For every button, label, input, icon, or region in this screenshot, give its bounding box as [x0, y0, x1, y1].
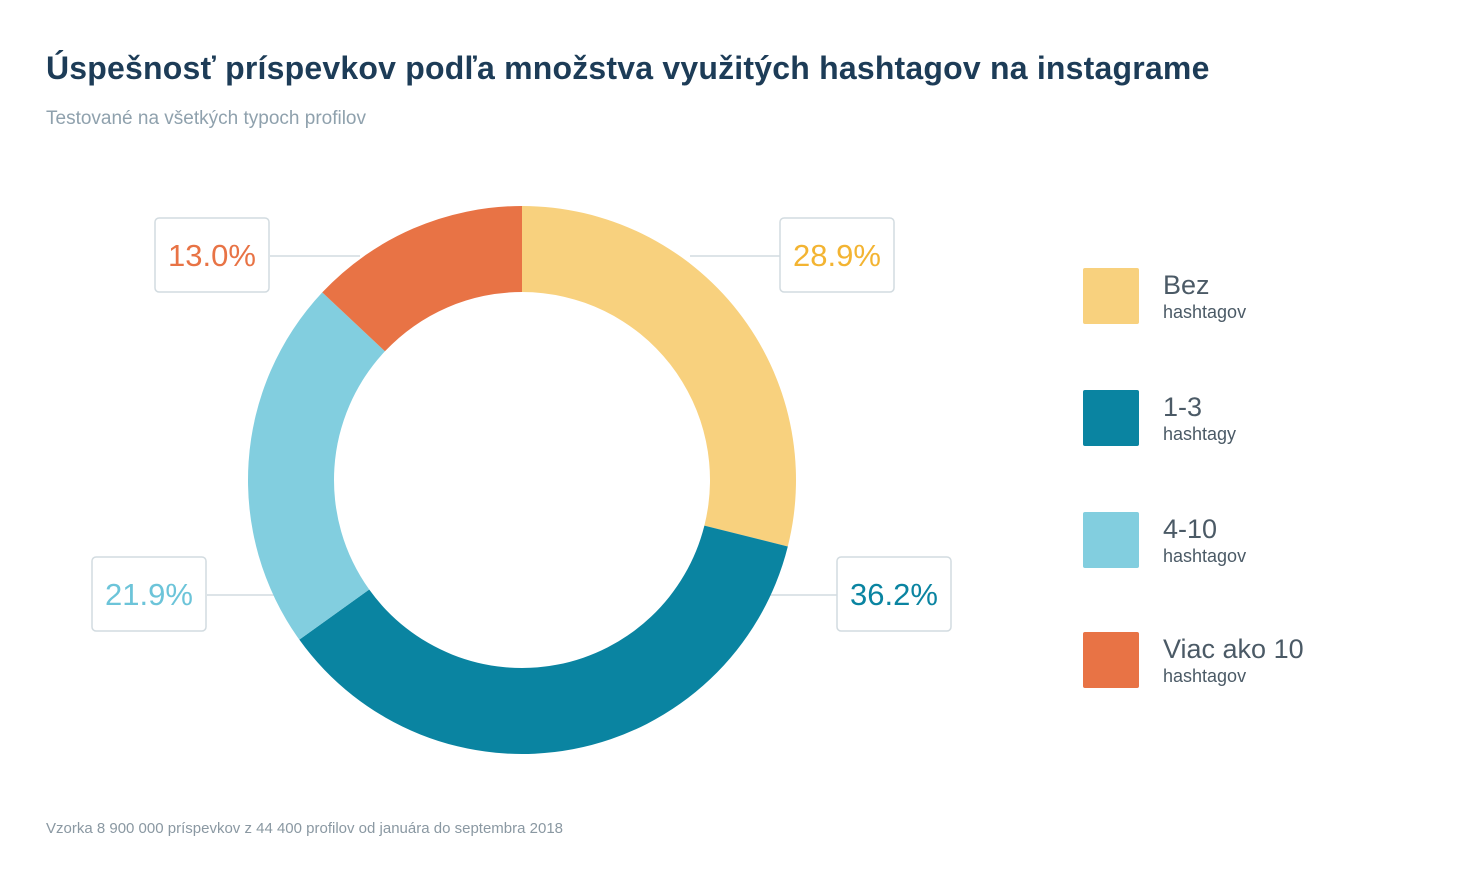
legend-item-4-10: 4-10 hashtagov	[1083, 512, 1246, 568]
value-label-box: 13.0%	[154, 217, 270, 293]
value-label: 13.0%	[168, 238, 256, 273]
legend-label: Bez	[1163, 270, 1210, 300]
legend-label: Viac ako 10	[1163, 634, 1304, 664]
footnote: Vzorka 8 900 000 príspevkov z 44 400 pro…	[46, 820, 564, 837]
legend-item-1-3: 1-3 hashtagy	[1083, 390, 1236, 446]
value-label: 28.9%	[793, 238, 881, 273]
legend-swatch	[1083, 512, 1139, 568]
value-label: 36.2%	[850, 577, 938, 612]
value-label: 21.9%	[105, 577, 193, 612]
value-label-box: 28.9%	[779, 217, 895, 293]
legend-swatch	[1083, 632, 1139, 688]
donut-chart: 28.9% 36.2% 21.9% 13.0%	[91, 206, 952, 754]
donut-slice	[322, 206, 522, 352]
legend-sublabel: hashtagov	[1163, 302, 1247, 322]
legend-swatch	[1083, 390, 1139, 446]
donut-slice	[248, 292, 385, 640]
legend-item-bez: Bez hashtagov	[1083, 268, 1246, 324]
value-label-box: 36.2%	[836, 556, 952, 632]
legend-swatch	[1083, 268, 1139, 324]
donut-slice	[299, 525, 788, 754]
donut-slice	[522, 206, 796, 547]
chart-subtitle: Testované na všetkých typoch profilov	[46, 108, 367, 129]
legend-sublabel: hashtagov	[1163, 546, 1247, 566]
chart-title: Úspešnosť príspevkov podľa množstva využ…	[46, 50, 1210, 86]
legend-item-viac-ako-10: Viac ako 10 hashtagov	[1083, 632, 1304, 688]
legend-label: 1-3	[1163, 392, 1203, 422]
value-label-box: 21.9%	[91, 556, 207, 632]
legend-sublabel: hashtagy	[1163, 424, 1237, 444]
legend-label: 4-10	[1163, 514, 1218, 544]
legend-sublabel: hashtagov	[1163, 666, 1247, 686]
